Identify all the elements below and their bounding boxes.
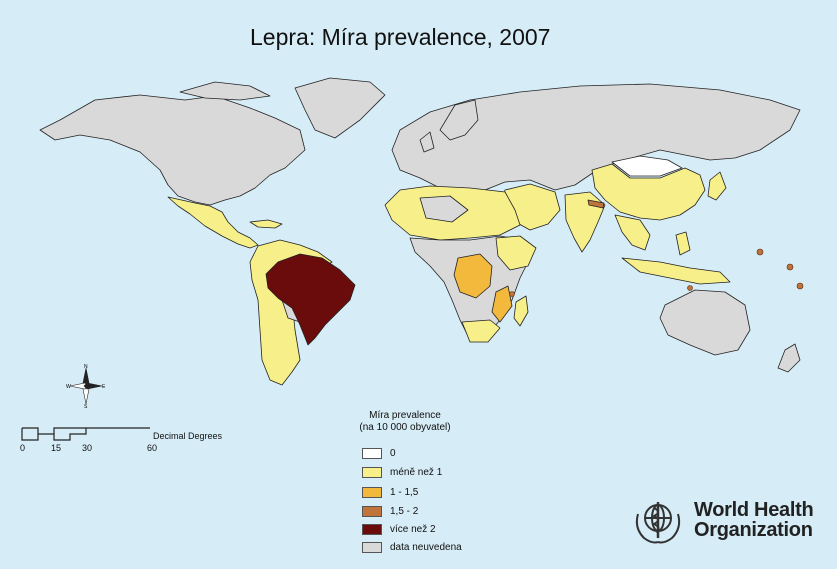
legend-item: 1,5 - 2 [362,504,418,518]
scale-tick: 0 [20,443,26,453]
legend-item: více než 2 [362,522,436,536]
legend-swatch [362,505,382,517]
region-india [564,191,606,253]
region-mongolia [611,155,683,177]
who-name-line2: Organization [694,519,813,541]
region-dr-congo [453,253,493,299]
legend-item: méně než 1 [362,465,442,479]
legend-item: 1 - 1,5 [362,485,418,499]
region-brazil [265,253,356,346]
legend-swatch [362,466,382,478]
island-marker [786,263,794,271]
legend-title-line2: (na 10 000 obyvatel) [359,422,451,433]
region-caribbean [249,219,283,229]
region-australia [659,289,751,356]
legend-label: 1 - 1,5 [390,486,419,498]
compass-w: W [66,384,71,390]
scale-bar-graphic [21,427,150,441]
region-new-zealand [777,343,801,373]
region-mozambique [491,285,513,323]
region-sahara [419,195,469,223]
region-madagascar [513,295,529,327]
legend-swatch [362,486,382,498]
who-name: World Health Organization [694,499,814,541]
legend-title-line1: Míra prevalence [369,410,441,421]
map-title: Lepra: Míra prevalence, 2007 [250,24,551,50]
who-name-line1: World Health [694,499,814,521]
who-logo: World Health Organization [628,494,814,546]
region-southeast-asia [614,214,651,251]
region-greenland [294,77,386,139]
legend-item: 0 [362,446,396,460]
scale-tick: 60 [147,443,158,453]
region-east-africa [495,235,537,271]
compass-e: E [102,384,106,390]
region-central-america [167,196,259,249]
island-marker [756,248,764,256]
legend-label: více než 2 [390,523,436,535]
island-marker [687,285,693,291]
legend-label: méně než 1 [390,466,443,478]
island-marker [796,282,804,290]
legend-item: data neuvedena [362,540,462,554]
region-japan [707,171,727,201]
region-arctic-islands [179,81,271,101]
who-emblem-icon [635,502,681,544]
compass-s: S [84,404,88,408]
compass-n: N [84,364,88,370]
scale-tick: 30 [82,443,93,453]
legend-label: 0 [390,447,396,459]
region-north-america [39,94,306,206]
legend-swatch [362,541,382,553]
region-indonesia [621,257,731,285]
region-uk [419,131,435,153]
region-southern-africa [461,319,501,343]
legend-label: 1,5 - 2 [390,505,419,517]
map-legend: Míra prevalence (na 10 000 obyvatel) 0 m… [359,410,462,553]
scale-unit: Decimal Degrees [153,431,223,441]
legend-label: data neuvedena [390,541,462,553]
legend-swatch [362,447,382,459]
region-philippines [675,231,691,256]
region-scandinavia [439,99,479,141]
island-marker [509,291,515,297]
region-china [591,163,706,221]
region-nepal [587,199,605,209]
pacific-island-markers [509,248,804,297]
compass-rose-icon: N S W E [66,364,106,408]
scale-tick: 15 [51,443,62,453]
legend-swatch [362,523,382,535]
